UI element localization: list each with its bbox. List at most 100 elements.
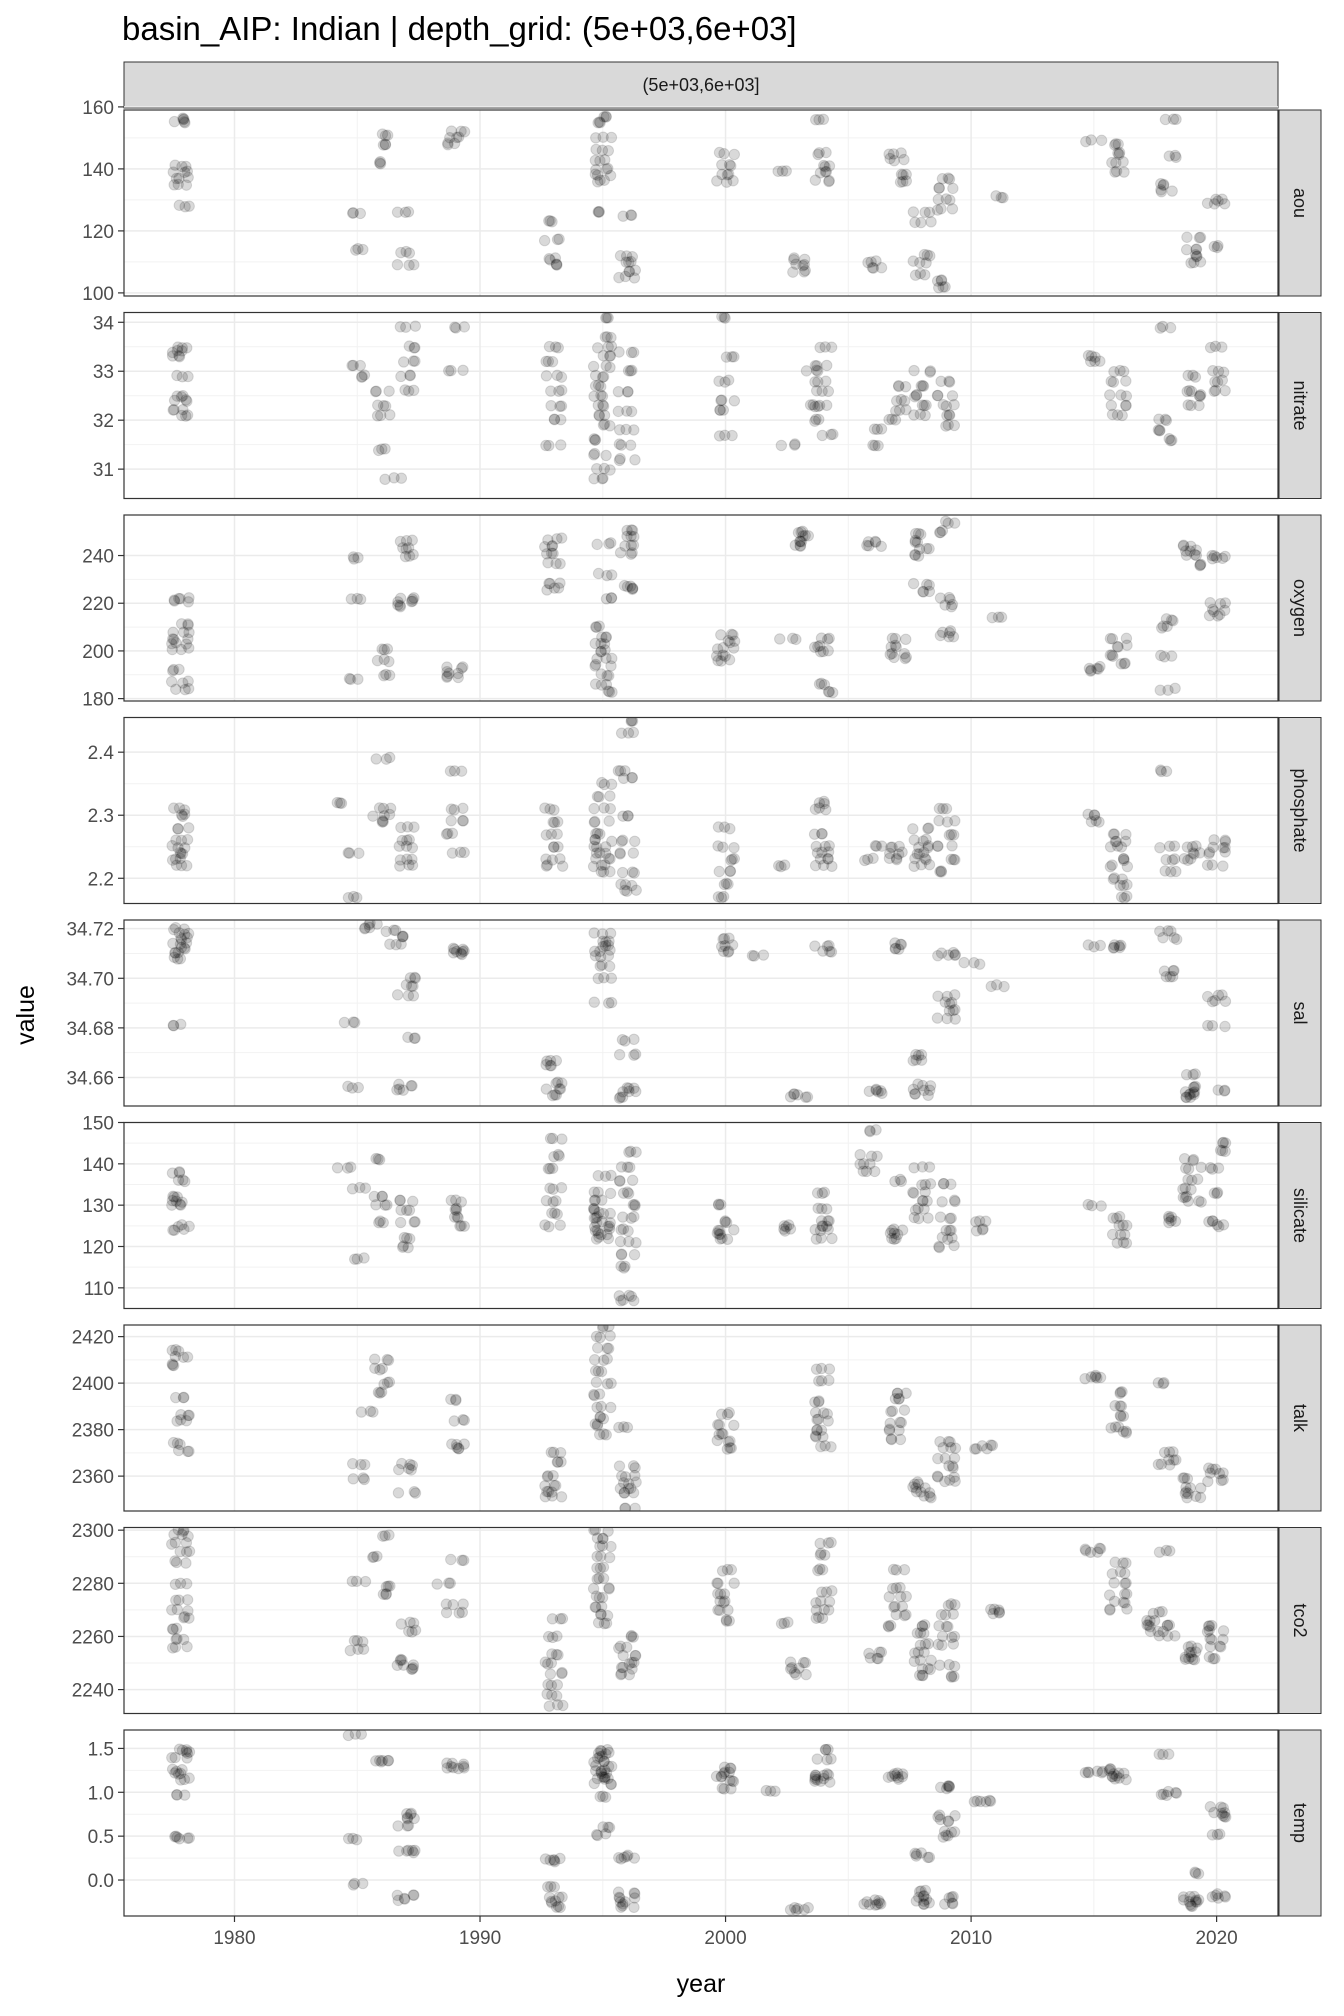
data-point bbox=[178, 1773, 191, 1786]
data-point bbox=[371, 1550, 383, 1562]
data-point bbox=[591, 1211, 603, 1223]
data-point bbox=[718, 878, 731, 891]
data-point bbox=[1169, 1786, 1182, 1799]
data-point bbox=[550, 1054, 563, 1067]
data-point bbox=[809, 415, 821, 427]
data-point bbox=[987, 1607, 999, 1620]
data-point bbox=[594, 1751, 606, 1763]
data-point bbox=[1120, 1425, 1132, 1437]
data-point bbox=[373, 1754, 386, 1767]
data-point bbox=[543, 253, 555, 265]
data-point bbox=[353, 847, 365, 859]
data-point bbox=[875, 1898, 887, 1910]
data-point bbox=[1177, 1472, 1189, 1484]
data-point bbox=[455, 1196, 468, 1208]
data-point bbox=[592, 1186, 604, 1198]
data-point bbox=[394, 535, 407, 548]
data-point bbox=[383, 669, 396, 682]
data-point bbox=[169, 1536, 182, 1549]
panel-border bbox=[123, 1324, 1279, 1512]
data-point bbox=[618, 1851, 630, 1864]
data-point bbox=[889, 942, 902, 955]
data-point bbox=[875, 423, 888, 435]
data-point bbox=[448, 1211, 461, 1223]
data-point bbox=[555, 400, 568, 412]
data-point bbox=[948, 399, 960, 411]
data-point bbox=[1179, 1182, 1191, 1194]
data-point bbox=[813, 1395, 825, 1407]
data-point bbox=[406, 1844, 419, 1857]
column-strip-label: (5e+03,6e+03] bbox=[642, 75, 759, 95]
data-point bbox=[919, 1178, 931, 1191]
data-point bbox=[183, 642, 195, 654]
data-point bbox=[814, 853, 827, 865]
data-point bbox=[182, 370, 194, 383]
data-point bbox=[1157, 1377, 1169, 1390]
data-point bbox=[870, 255, 882, 267]
data-point bbox=[1160, 1544, 1173, 1557]
data-point bbox=[174, 1545, 186, 1558]
data-point bbox=[606, 652, 618, 665]
data-point bbox=[603, 1746, 615, 1759]
data-point bbox=[604, 865, 616, 878]
data-point bbox=[183, 200, 195, 212]
data-point bbox=[939, 599, 951, 611]
data-point bbox=[546, 1486, 558, 1498]
data-point bbox=[907, 1054, 919, 1067]
data-point bbox=[915, 380, 927, 392]
data-point bbox=[604, 350, 616, 362]
data-point bbox=[380, 1588, 392, 1600]
data-point bbox=[615, 1295, 627, 1307]
data-point bbox=[1158, 1376, 1170, 1389]
data-point bbox=[910, 388, 923, 401]
data-point bbox=[409, 1032, 421, 1044]
data-point bbox=[625, 530, 637, 542]
data-point bbox=[622, 1849, 634, 1861]
data-point bbox=[1104, 861, 1117, 873]
data-point bbox=[602, 1527, 614, 1537]
data-point bbox=[814, 1549, 827, 1561]
data-point bbox=[548, 413, 561, 425]
data-point bbox=[1120, 390, 1133, 402]
data-point bbox=[946, 203, 959, 215]
data-point bbox=[602, 145, 615, 157]
data-point bbox=[1082, 1766, 1094, 1778]
data-point bbox=[458, 1414, 470, 1426]
data-point bbox=[816, 1564, 829, 1576]
data-point bbox=[628, 1887, 640, 1899]
data-point bbox=[809, 174, 822, 186]
data-point bbox=[626, 1663, 638, 1675]
data-point bbox=[870, 1083, 882, 1095]
data-point bbox=[347, 359, 359, 372]
data-point bbox=[944, 998, 956, 1010]
data-point bbox=[713, 375, 725, 387]
data-point bbox=[595, 637, 607, 650]
row-strip-label: sal bbox=[1290, 1001, 1310, 1024]
data-point bbox=[924, 1080, 937, 1092]
data-point bbox=[809, 1224, 821, 1236]
data-point bbox=[588, 1389, 601, 1402]
data-point bbox=[180, 1744, 193, 1756]
data-point bbox=[939, 996, 951, 1008]
data-point bbox=[923, 542, 935, 555]
data-point bbox=[944, 625, 957, 637]
points-oxygen bbox=[165, 515, 1231, 699]
data-point bbox=[945, 853, 957, 865]
data-point bbox=[894, 1416, 906, 1429]
data-point bbox=[404, 972, 417, 984]
data-point bbox=[816, 1203, 828, 1215]
data-point bbox=[888, 1223, 900, 1235]
data-point bbox=[909, 391, 921, 403]
data-point bbox=[1144, 1615, 1156, 1627]
data-point bbox=[990, 979, 1003, 991]
data-point bbox=[988, 1603, 1001, 1615]
data-point bbox=[458, 321, 471, 333]
data-point bbox=[813, 1611, 825, 1623]
data-point bbox=[809, 1430, 822, 1442]
data-point bbox=[589, 678, 602, 690]
data-point bbox=[1208, 240, 1220, 253]
data-point bbox=[727, 175, 739, 187]
data-point bbox=[1195, 558, 1207, 571]
data-point bbox=[615, 1661, 628, 1674]
data-point bbox=[457, 802, 469, 814]
